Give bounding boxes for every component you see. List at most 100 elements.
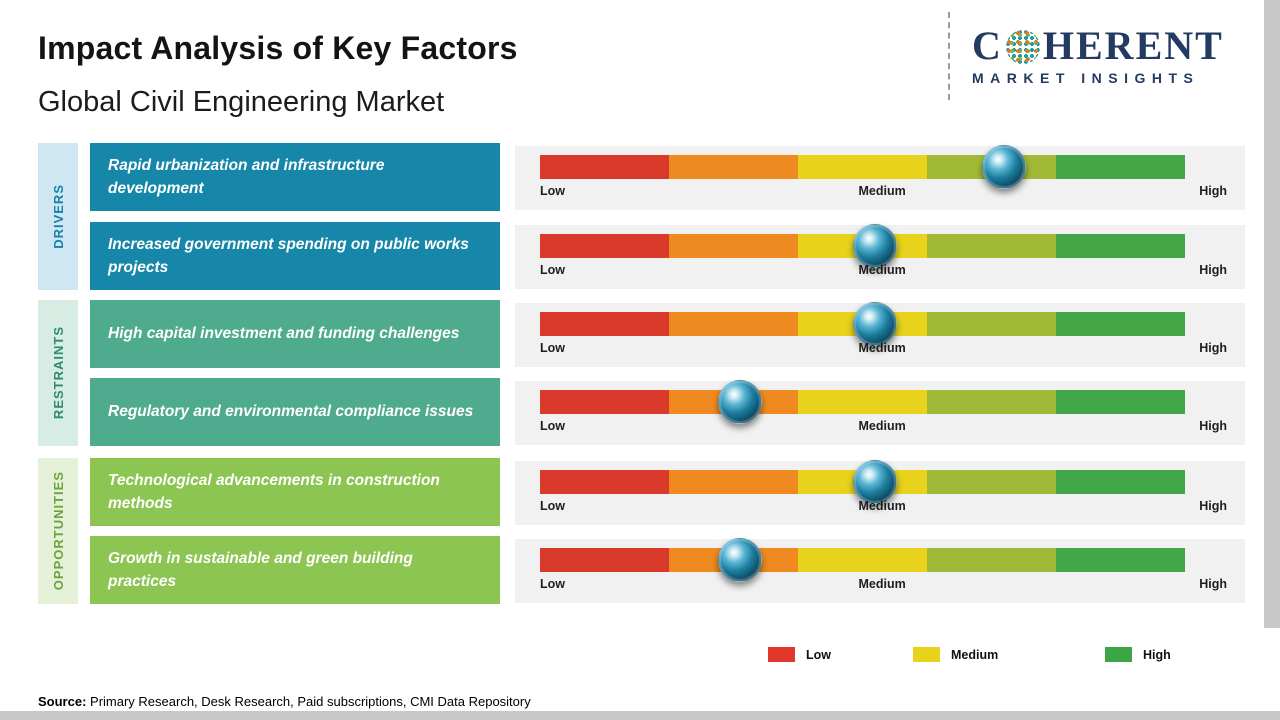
legend-item-low: Low	[768, 647, 831, 662]
brand-text-end: HERENT	[1042, 23, 1224, 68]
scale-label-medium: Medium	[858, 341, 906, 355]
source-note: Source: Primary Research, Desk Research,…	[38, 694, 531, 709]
impact-slider-knob[interactable]	[853, 302, 898, 346]
factor-text: Growth in sustainable and green building…	[108, 549, 413, 590]
bar-segment-mid-high	[927, 312, 1056, 336]
bar-segment-high	[1056, 470, 1185, 494]
scale-labels: Low Medium High	[540, 577, 1227, 591]
factor-text: High capital investment and funding chal…	[108, 325, 460, 343]
impact-gradient-bar	[540, 538, 1185, 582]
bar-segment-low	[540, 470, 669, 494]
scale-labels: Low Medium High	[540, 341, 1227, 355]
factor-card: Technological advancements in constructi…	[90, 458, 500, 526]
bar-segment-low-mid	[669, 470, 798, 494]
brand-dotted-globe-icon	[1005, 30, 1040, 64]
bar-segment-low	[540, 390, 669, 414]
scale-label-low: Low	[540, 263, 565, 277]
legend-swatch-high	[1105, 647, 1132, 662]
scale-label-medium: Medium	[858, 263, 906, 277]
category-restraints: RESTRAINTS	[38, 300, 78, 446]
bar-segment-mid-high	[927, 548, 1056, 572]
impact-track: Low Medium High	[515, 380, 1245, 445]
scale-label-low: Low	[540, 419, 565, 433]
right-edge-strip	[1264, 0, 1280, 628]
impact-slider-knob[interactable]	[982, 145, 1027, 189]
bottom-edge-strip	[0, 711, 1280, 720]
scale-label-low: Low	[540, 577, 565, 591]
factor-card: High capital investment and funding chal…	[90, 300, 500, 368]
impact-gradient-bar	[540, 145, 1185, 189]
brand-tagline: MARKET INSIGHTS	[972, 70, 1200, 86]
bar-segment-low	[540, 312, 669, 336]
impact-gradient-bar	[540, 460, 1185, 504]
impact-slider-knob[interactable]	[717, 380, 762, 424]
brand-text-start: C	[972, 23, 1003, 68]
factor-text: Technological advancements in constructi…	[108, 471, 440, 512]
bar-segment-high	[1056, 390, 1185, 414]
bar-segment-low	[540, 548, 669, 572]
scale-label-high: High	[1199, 341, 1227, 355]
scale-label-medium: Medium	[858, 419, 906, 433]
brand-wordmark: C HERENT	[972, 26, 1264, 66]
bar-segment-low-mid	[669, 234, 798, 258]
bar-segment-mid-high	[927, 234, 1056, 258]
scale-label-low: Low	[540, 341, 565, 355]
category-label: OPPORTUNITIES	[50, 471, 66, 591]
scale-label-low: Low	[540, 184, 565, 198]
scale-label-medium: Medium	[858, 499, 906, 513]
bar-segment-medium	[798, 548, 927, 572]
factor-text: Regulatory and environmental compliance …	[108, 403, 474, 421]
bar-segment-high	[1056, 548, 1185, 572]
bar-segment-mid-high	[927, 470, 1056, 494]
scale-label-medium: Medium	[858, 577, 906, 591]
factor-card: Regulatory and environmental compliance …	[90, 378, 500, 446]
impact-track: Low Medium High	[515, 538, 1245, 603]
impact-track: Low Medium High	[515, 302, 1245, 367]
scale-labels: Low Medium High	[540, 263, 1227, 277]
page-subtitle: Global Civil Engineering Market	[38, 86, 445, 118]
scale-label-low: Low	[540, 499, 565, 513]
bar-segment-high	[1056, 155, 1185, 179]
legend-swatch-medium	[913, 647, 940, 662]
impact-track: Low Medium High	[515, 224, 1245, 289]
category-label: RESTRAINTS	[50, 326, 66, 420]
impact-track: Low Medium High	[515, 460, 1245, 525]
scale-labels: Low Medium High	[540, 499, 1227, 513]
category-drivers: DRIVERS	[38, 143, 78, 290]
scale-label-high: High	[1199, 499, 1227, 513]
impact-gradient-bar	[540, 302, 1185, 346]
legend-label-medium: Medium	[951, 647, 999, 662]
impact-slider-knob[interactable]	[717, 538, 762, 582]
scale-label-high: High	[1199, 184, 1227, 198]
impact-track: Low Medium High	[515, 145, 1245, 210]
source-text: Primary Research, Desk Research, Paid su…	[86, 694, 531, 709]
scale-label-high: High	[1199, 577, 1227, 591]
category-opportunities: OPPORTUNITIES	[38, 458, 78, 604]
bar-segment-high	[1056, 312, 1185, 336]
factor-text: Increased government spending on public …	[108, 235, 469, 276]
impact-gradient-bar	[540, 380, 1185, 424]
legend-swatch-low	[768, 647, 795, 662]
bar-segment-low	[540, 155, 669, 179]
brand-logo: C HERENT MARKET INSIGHTS	[972, 26, 1264, 87]
bar-segment-mid-high	[927, 390, 1056, 414]
scale-labels: Low Medium High	[540, 419, 1227, 433]
legend-item-high: High	[1105, 647, 1171, 662]
source-prefix: Source:	[38, 694, 87, 709]
factor-card: Growth in sustainable and green building…	[90, 536, 500, 604]
bar-segment-low	[540, 234, 669, 258]
impact-slider-knob[interactable]	[853, 224, 898, 268]
bar-segment-high	[1056, 234, 1185, 258]
legend-label-low: Low	[806, 647, 831, 662]
scale-label-high: High	[1199, 419, 1227, 433]
bar-segment-low-mid	[669, 155, 798, 179]
impact-slider-knob[interactable]	[853, 460, 898, 504]
legend-label-high: High	[1143, 647, 1171, 662]
bar-segment-medium	[798, 155, 927, 179]
page-title: Impact Analysis of Key Factors	[38, 30, 518, 66]
scale-label-high: High	[1199, 263, 1227, 277]
logo-divider-dashed	[948, 12, 950, 100]
scale-label-medium: Medium	[858, 184, 906, 198]
category-label: DRIVERS	[50, 184, 66, 249]
